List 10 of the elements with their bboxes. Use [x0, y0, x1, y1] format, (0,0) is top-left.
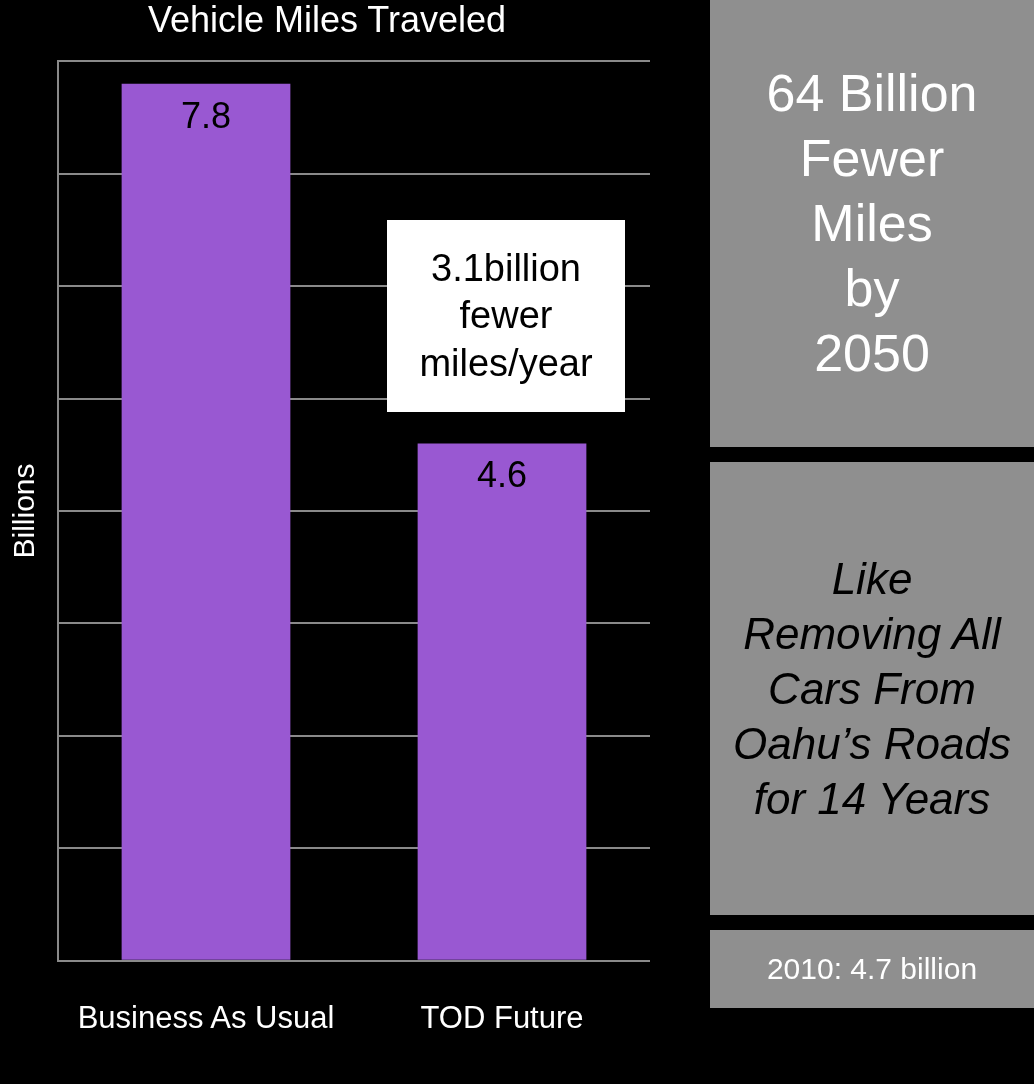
text: 2010: 4.7 billion — [710, 930, 1034, 1008]
data-label: 7.8 — [180, 94, 232, 136]
text: Like Removing All Cars From Oahu’s Roads for 14 Years — [710, 462, 1034, 915]
chart-title: Vehicle Miles Traveled — [147, 0, 507, 40]
annotation: 3.1billion fewer miles/year — [387, 220, 625, 412]
x-tick-label: Business As Usual — [77, 999, 335, 1035]
data-label: 4.6 — [476, 454, 528, 496]
x-tick-label: TOD Future — [420, 999, 584, 1035]
y-axis-title: Billions — [7, 463, 41, 559]
text: 64 Billion Fewer Miles by 2050 — [710, 0, 1034, 447]
